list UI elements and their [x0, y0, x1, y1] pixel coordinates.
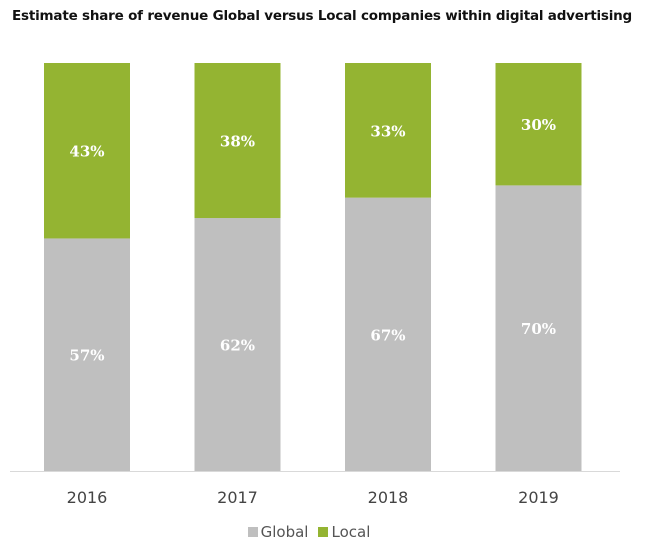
- x-tick-label-2019: 2019: [518, 488, 559, 507]
- bar-local-2017: [194, 63, 281, 219]
- x-tick-label-2017: 2017: [217, 488, 258, 507]
- legend-swatch-global: [247, 527, 258, 537]
- x-tick-label-2016: 2016: [67, 488, 108, 507]
- x-tick-label-2018: 2018: [368, 488, 409, 507]
- legend: Global Local: [0, 523, 633, 541]
- bar-global-2017: [194, 218, 281, 471]
- bar-global-2019: [495, 185, 582, 471]
- bar-local-2016: [44, 63, 130, 239]
- chart-title: Estimate share of revenue Global versus …: [12, 8, 633, 24]
- legend-label-local: Local: [331, 523, 371, 541]
- data-label-global-2018: 67%: [370, 326, 405, 344]
- bar-global-2016: [44, 238, 130, 471]
- data-label-local-2017: 38%: [220, 133, 255, 151]
- data-label-global-2016: 57%: [69, 347, 104, 365]
- legend-label-global: Global: [260, 523, 309, 541]
- legend-item-local: Local: [318, 523, 370, 541]
- bar-global-2018: [345, 197, 431, 471]
- data-label-local-2018: 33%: [370, 122, 405, 140]
- legend-item-global: Global: [247, 523, 309, 541]
- data-label-local-2019: 30%: [521, 116, 556, 134]
- bar-local-2019: [495, 63, 582, 186]
- data-label-global-2017: 62%: [220, 337, 255, 355]
- data-label-global-2019: 70%: [521, 320, 556, 338]
- bar-local-2018: [345, 63, 431, 198]
- data-label-local-2016: 43%: [69, 143, 104, 161]
- legend-swatch-local: [318, 527, 329, 537]
